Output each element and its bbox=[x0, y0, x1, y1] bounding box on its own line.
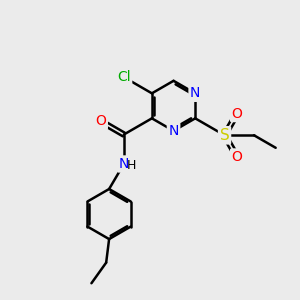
Text: O: O bbox=[95, 114, 106, 128]
Text: Cl: Cl bbox=[117, 70, 130, 84]
Text: N: N bbox=[168, 124, 179, 138]
Text: O: O bbox=[232, 106, 242, 121]
Text: S: S bbox=[220, 128, 230, 143]
Text: H: H bbox=[127, 159, 136, 172]
Text: N: N bbox=[190, 86, 200, 100]
Text: N: N bbox=[118, 157, 129, 171]
Text: O: O bbox=[232, 150, 242, 164]
